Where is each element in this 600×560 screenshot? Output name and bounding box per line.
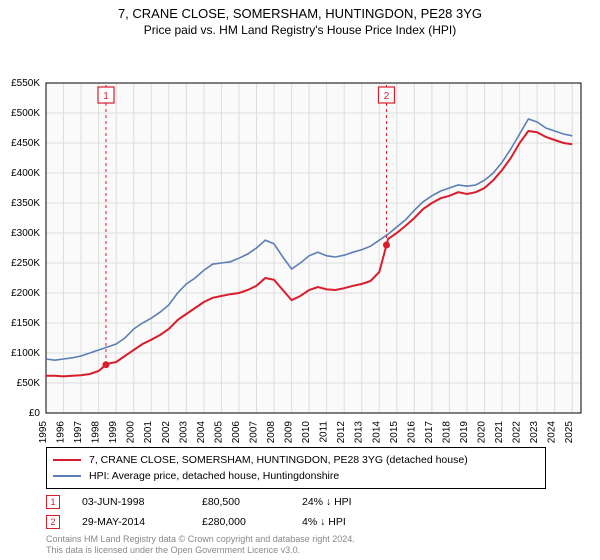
legend: 7, CRANE CLOSE, SOMERSHAM, HUNTINGDON, P… (46, 447, 546, 489)
x-axis-label: 2023 (529, 421, 540, 444)
chart-title: 7, CRANE CLOSE, SOMERSHAM, HUNTINGDON, P… (0, 6, 600, 21)
legend-label: 7, CRANE CLOSE, SOMERSHAM, HUNTINGDON, P… (89, 454, 468, 466)
x-axis-label: 2007 (248, 421, 259, 444)
x-axis-label: 2019 (459, 421, 470, 444)
marker-table-row: 1 03-JUN-1998£80,50024% ↓ HPI (46, 492, 412, 512)
y-axis-label: £500K (11, 108, 40, 119)
y-axis-label: £300K (11, 228, 40, 239)
y-axis-label: £200K (11, 288, 40, 299)
x-axis-label: 2025 (564, 421, 575, 444)
x-axis-label: 2024 (547, 421, 558, 444)
legend-swatch (53, 459, 81, 461)
marker-date: 29-MAY-2014 (82, 516, 202, 528)
x-axis-label: 2012 (336, 421, 347, 444)
line-chart: £0 £50K £100K £150K £200K £250K £300K £350K £400… (0, 39, 600, 444)
y-axis-label: £0 (29, 408, 41, 419)
x-axis-label: 2016 (406, 421, 417, 444)
x-axis-label: 2015 (389, 421, 400, 444)
marker-table: 1 03-JUN-1998£80,50024% ↓ HPI 2 29-MAY-2014… (46, 492, 412, 532)
x-axis-label: 2003 (178, 421, 189, 444)
x-axis-label: 2005 (213, 421, 224, 444)
marker-index-box: 1 (46, 495, 60, 509)
chart-subtitle: Price paid vs. HM Land Registry's House … (0, 23, 600, 37)
x-axis-label: 2004 (196, 421, 207, 444)
footer-line1: Contains HM Land Registry data © Crown c… (46, 534, 355, 545)
x-axis-label: 2013 (354, 421, 365, 444)
marker-dot-2 (383, 242, 390, 249)
x-axis-label: 1998 (91, 421, 102, 444)
marker-pct: 24% ↓ HPI (302, 496, 412, 508)
y-axis-label: £50K (17, 378, 41, 389)
y-axis-label: £350K (11, 198, 40, 209)
marker-dot-1 (102, 361, 109, 368)
x-axis-label: 2001 (143, 421, 154, 444)
x-axis-label: 2022 (512, 421, 523, 444)
x-axis-label: 1999 (108, 421, 119, 444)
x-axis-label: 1995 (38, 421, 49, 444)
marker-num-2: 2 (384, 91, 390, 102)
x-axis-label: 1997 (73, 421, 84, 444)
y-axis-label: £400K (11, 168, 40, 179)
y-axis-label: £450K (11, 138, 40, 149)
x-axis-label: 2021 (494, 421, 505, 444)
marker-pct: 4% ↓ HPI (302, 516, 412, 528)
y-axis-label: £250K (11, 258, 40, 269)
y-axis-label: £100K (11, 348, 40, 359)
marker-date: 03-JUN-1998 (82, 496, 202, 508)
x-axis-label: 2008 (266, 421, 277, 444)
y-axis-label: £150K (11, 318, 40, 329)
legend-item: HPI: Average price, detached house, Hunt… (53, 468, 539, 484)
chart-container: { "title": { "line1": "7, CRANE CLOSE, S… (0, 0, 600, 560)
x-axis-label: 1996 (56, 421, 67, 444)
x-axis-label: 2018 (441, 421, 452, 444)
footer-attribution: Contains HM Land Registry data © Crown c… (46, 534, 355, 557)
marker-table-row: 2 29-MAY-2014£280,0004% ↓ HPI (46, 512, 412, 532)
marker-price: £280,000 (202, 516, 302, 528)
x-axis-label: 2020 (477, 421, 488, 444)
x-axis-label: 2006 (231, 421, 242, 444)
x-axis-label: 2000 (126, 421, 137, 444)
marker-price: £80,500 (202, 496, 302, 508)
footer-line2: This data is licensed under the Open Gov… (46, 545, 355, 556)
y-axis-label: £550K (11, 78, 40, 89)
x-axis-label: 2009 (284, 421, 295, 444)
x-axis-label: 2014 (371, 421, 382, 444)
legend-item: 7, CRANE CLOSE, SOMERSHAM, HUNTINGDON, P… (53, 452, 539, 468)
marker-index-box: 2 (46, 515, 60, 529)
x-axis-label: 2017 (424, 421, 435, 444)
marker-num-1: 1 (103, 91, 109, 102)
x-axis-label: 2010 (301, 421, 312, 444)
chart-title-block: 7, CRANE CLOSE, SOMERSHAM, HUNTINGDON, P… (0, 0, 600, 39)
legend-label: HPI: Average price, detached house, Hunt… (89, 470, 339, 482)
x-axis-label: 2011 (319, 421, 330, 443)
x-axis-label: 2002 (161, 421, 172, 444)
legend-swatch (53, 475, 81, 477)
